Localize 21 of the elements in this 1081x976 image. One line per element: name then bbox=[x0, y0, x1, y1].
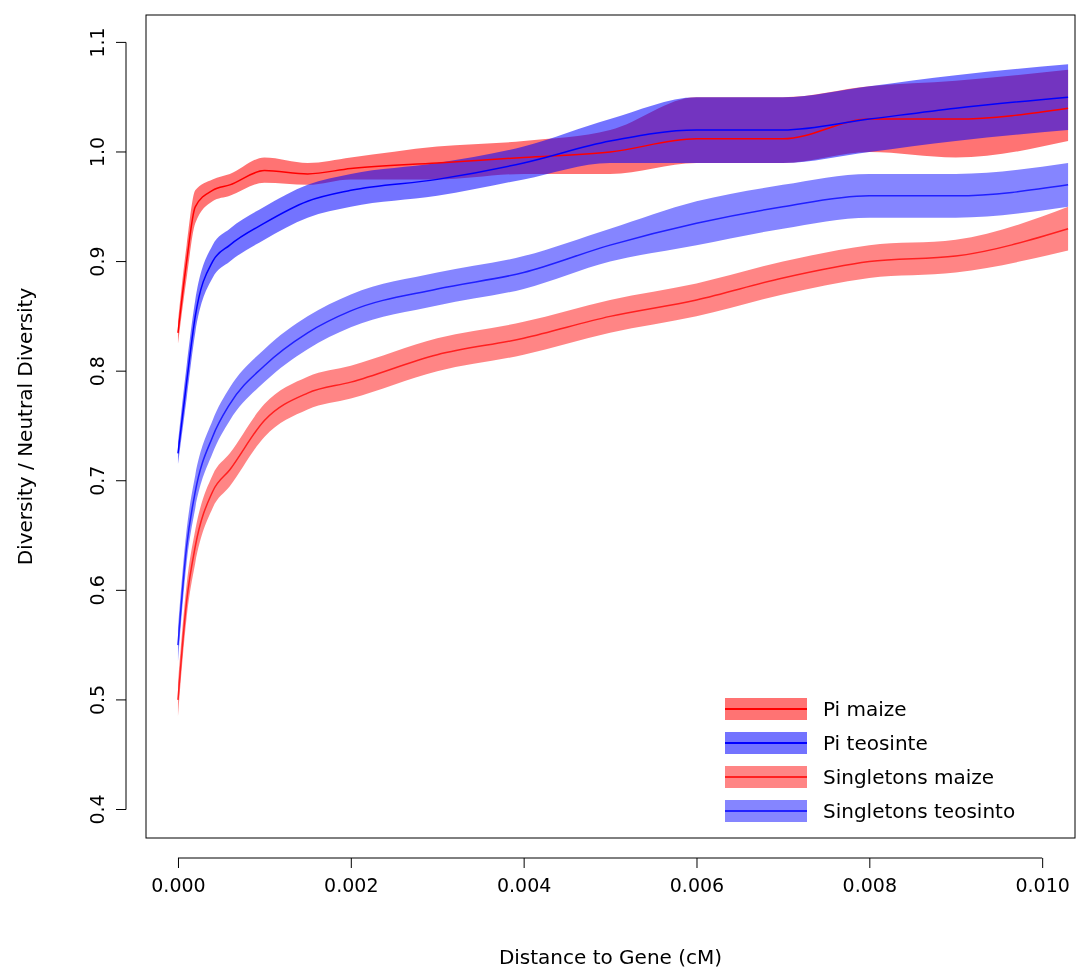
y-tick-label: 1.0 bbox=[86, 136, 108, 168]
x-tick-label: 0.002 bbox=[324, 873, 379, 896]
y-tick-label: 0.9 bbox=[86, 246, 108, 277]
x-tick-label: 0.004 bbox=[496, 873, 552, 896]
x-tick-label: 0.006 bbox=[669, 873, 725, 896]
x-tick-label: 0.010 bbox=[1015, 873, 1070, 896]
y-tick-label: 0.5 bbox=[86, 684, 108, 716]
y-tick-label: 0.4 bbox=[86, 794, 108, 825]
y-tick-label: 0.7 bbox=[86, 465, 108, 496]
legend-label: Pi teosinte bbox=[823, 731, 928, 755]
x-axis-title: Distance to Gene (cM) bbox=[498, 945, 723, 969]
y-tick-label: 0.6 bbox=[86, 575, 108, 606]
line-series bbox=[177, 107, 1069, 334]
legend-label: Singletons maize bbox=[823, 765, 995, 789]
y-tick-label: 0.8 bbox=[86, 356, 108, 387]
legend-label: Singletons teosinto bbox=[823, 799, 1016, 823]
x-tick-label: 0.000 bbox=[151, 873, 206, 896]
y-axis-title: Diversity / Neutral Diversity bbox=[13, 287, 37, 566]
x-tick-label: 0.008 bbox=[842, 873, 898, 896]
y-tick-label: 1.1 bbox=[86, 27, 108, 58]
legend-label: Pi maize bbox=[823, 697, 907, 721]
